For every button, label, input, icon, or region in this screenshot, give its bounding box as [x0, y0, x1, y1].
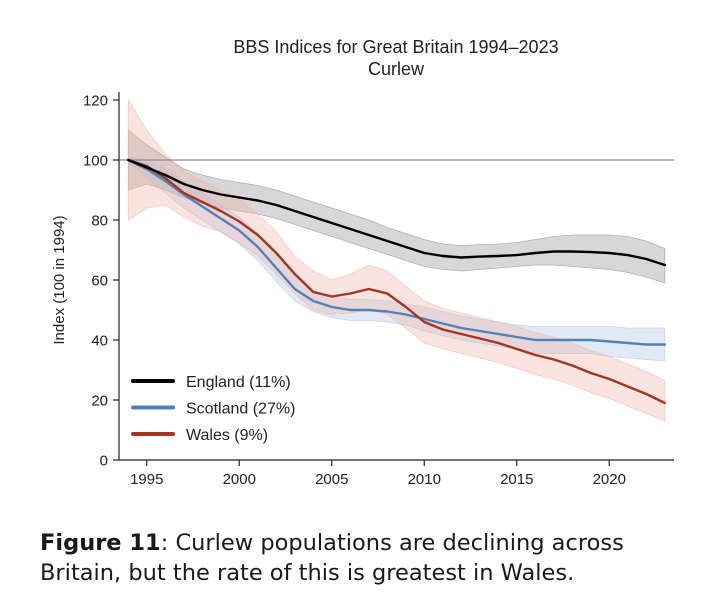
series-line-scotland	[127, 158, 666, 346]
series-lines	[127, 158, 666, 405]
legend: England (11%) Scotland (27%) Wales (9%)	[131, 374, 295, 444]
x-tick-label: 2020	[593, 471, 626, 488]
legend-label-wales: Wales (9%)	[186, 427, 268, 444]
x-tick-label: 2010	[408, 471, 441, 488]
chart-title: BBS Indices for Great Britain 1994–2023	[233, 37, 558, 57]
y-tick-label: 60	[91, 273, 108, 290]
y-tick-label: 120	[83, 93, 108, 110]
y-tick-label: 100	[83, 153, 108, 170]
x-tick-label: 1995	[130, 471, 163, 488]
legend-label-scotland: Scotland (27%)	[186, 401, 295, 418]
figure-caption: Figure 11: Curlew populations are declin…	[40, 528, 690, 588]
y-axis-label: Index (100 in 1994)	[51, 215, 68, 344]
series-line-wales	[127, 158, 666, 405]
caption-text: Curlew populations are declining across …	[40, 530, 624, 586]
y-tick-label: 20	[91, 393, 108, 410]
caption-separator: :	[160, 530, 169, 556]
confidence-band-wales	[127, 98, 666, 422]
x-tick-label: 2000	[223, 471, 256, 488]
x-tick-label: 2015	[500, 471, 533, 488]
confidence-bands	[127, 98, 666, 422]
y-tick-label: 40	[91, 333, 108, 350]
series-line-england	[127, 158, 666, 267]
figure-label: Figure 11	[40, 530, 161, 556]
chart: BBS Indices for Great Britain 1994–2023 …	[51, 37, 674, 488]
axes: 0 20 40 60 80 100 120 1995 2000 2005 2010 2015 2020	[83, 92, 674, 488]
y-tick-label: 0	[100, 453, 108, 470]
x-tick-label: 2005	[315, 471, 348, 488]
confidence-band-england	[127, 129, 666, 284]
y-tick-label: 80	[91, 213, 108, 230]
legend-label-england: England (11%)	[186, 374, 291, 391]
chart-subtitle: Curlew	[368, 59, 425, 79]
